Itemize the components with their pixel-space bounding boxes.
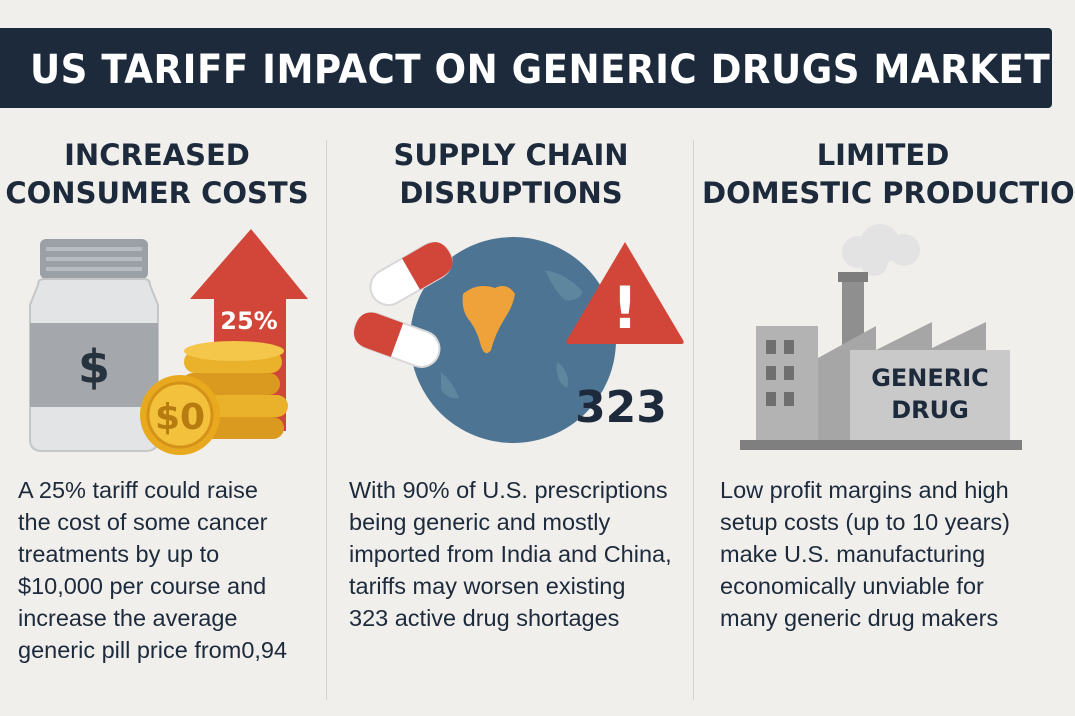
warning-icon: !	[566, 242, 684, 344]
consumer-costs-description: A 25% tariff could raise the cost of som…	[18, 474, 287, 666]
consumer-costs-title-line-1: INCREASED	[64, 138, 250, 172]
supply-chain-title: SUPPLY CHAIN DISRUPTIONS	[340, 136, 682, 212]
bottle-dollar-label: $	[78, 340, 110, 394]
smoke-cloud-icon	[842, 224, 920, 276]
title-banner: US TARIFF IMPACT ON GENERIC DRUGS MARKET	[0, 28, 1052, 108]
india-map-icon	[462, 286, 515, 354]
domestic-production-text-line: many generic drug makers	[720, 605, 999, 631]
domestic-production-title-line-2: DOMESTIC PRODUCTION	[702, 176, 1075, 210]
consumer-costs-text-line: generic pill price from0,94	[18, 637, 288, 663]
supply-chain-text-line: being generic and mostly	[349, 509, 611, 535]
domestic-production-text-line: economically unviable for	[720, 573, 984, 599]
supply-chain-illustration: ! 323	[353, 237, 684, 443]
consumer-costs-text-line: the cost of some cancer	[18, 509, 268, 535]
supply-chain-text-line: imported from India and China,	[349, 541, 672, 567]
factory-illustration: GENERIC DRUG	[740, 224, 1022, 450]
consumer-costs-text-line: A 25% tariff could raise	[18, 477, 258, 503]
column-divider-right	[693, 140, 694, 700]
arrow-percent-label: 25%	[220, 307, 277, 335]
supply-chain-text-line: 323 active drug shortages	[349, 605, 620, 631]
supply-chain-text-line: tariffs may worsen existing	[349, 573, 626, 599]
consumer-costs-text-line: $10,000 per course and	[18, 573, 267, 599]
warning-mark: !	[612, 274, 638, 342]
consumer-costs-title-line-2: CONSUMER COSTS	[5, 176, 309, 210]
column-divider-left	[326, 140, 327, 700]
globe-icon	[410, 237, 616, 443]
pill-bottle-icon: $	[29, 239, 159, 452]
capsule-icon	[353, 312, 441, 368]
domestic-production-title-line-1: LIMITED	[816, 138, 950, 172]
supply-chain-description: With 90% of U.S. prescriptions being gen…	[349, 474, 672, 634]
domestic-production-title: LIMITED DOMESTIC PRODUCTION	[702, 136, 1075, 212]
domestic-production-text-line: Low profit margins and high	[720, 477, 1009, 503]
consumer-costs-title: INCREASED CONSUMER COSTS	[0, 136, 314, 212]
domestic-production-description: Low profit margins and high setup costs …	[720, 474, 1010, 634]
domestic-production-text-line: setup costs (up to 10 years)	[720, 509, 1010, 535]
supply-chain-title-line-1: SUPPLY CHAIN	[393, 138, 629, 172]
domestic-production-text-line: make U.S. manufacturing	[720, 541, 986, 567]
factory-label-line-2: DRUG	[891, 396, 969, 424]
capsule-icon	[369, 242, 453, 306]
factory-label-line-1: GENERIC	[871, 364, 989, 392]
page-title: US TARIFF IMPACT ON GENERIC DRUGS MARKET	[30, 47, 1051, 93]
gold-coin-icon: $0	[140, 375, 220, 455]
consumer-costs-text-line: treatments by up to	[18, 541, 220, 567]
coin-label: $0	[155, 397, 205, 438]
shortage-count-label: 323	[575, 382, 667, 433]
factory-icon: GENERIC DRUG	[740, 272, 1022, 450]
supply-chain-text-line: With 90% of U.S. prescriptions	[349, 477, 668, 503]
supply-chain-title-line-2: DISRUPTIONS	[399, 176, 623, 210]
consumer-costs-illustration: $ 25% $0	[29, 229, 308, 455]
consumer-costs-text-line: increase the average	[18, 605, 238, 631]
